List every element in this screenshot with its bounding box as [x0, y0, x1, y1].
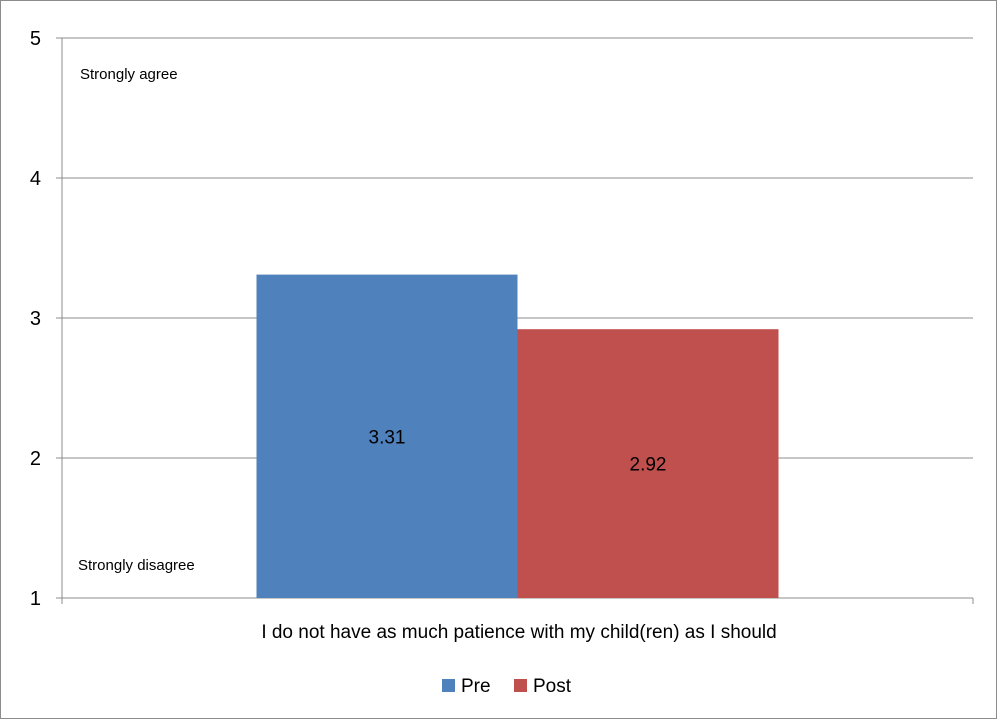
- data-label-post: 2.92: [630, 455, 667, 476]
- annotation-strongly-agree: Strongly agree: [80, 66, 178, 83]
- x-category-label: I do not have as much patience with my c…: [261, 622, 776, 643]
- legend-label-pre: Pre: [461, 676, 491, 697]
- legend: Pre Post: [442, 676, 572, 697]
- y-axis-ticks: 1 2 3 4 5: [30, 28, 62, 610]
- annotation-strongly-disagree: Strongly disagree: [78, 557, 195, 574]
- y-tick-label-1: 1: [30, 588, 41, 610]
- legend-swatch-post: [514, 679, 527, 692]
- bar-post: [517, 329, 779, 598]
- legend-swatch-pre: [442, 679, 455, 692]
- legend-label-post: Post: [533, 676, 572, 697]
- y-tick-label-2: 2: [30, 448, 41, 470]
- y-tick-label-4: 4: [30, 168, 41, 190]
- y-tick-label-3: 3: [30, 308, 41, 330]
- data-labels: 3.31 2.92: [369, 427, 667, 475]
- bar-pre: [256, 274, 518, 598]
- y-tick-label-5: 5: [30, 28, 41, 50]
- data-label-pre: 3.31: [369, 427, 406, 448]
- bars: [256, 274, 779, 598]
